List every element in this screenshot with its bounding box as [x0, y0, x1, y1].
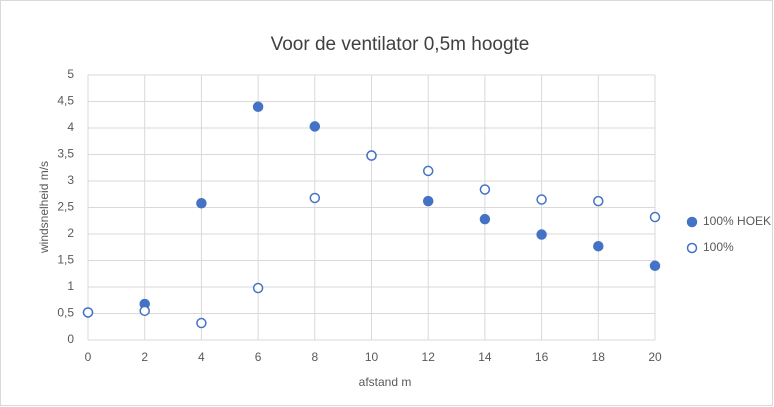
point	[649, 211, 661, 223]
point	[139, 305, 150, 317]
x-tick-label: 0	[85, 350, 92, 364]
point	[309, 121, 321, 132]
chart-title: Voor de ventilator 0,5m hoogte	[271, 34, 530, 55]
y-tick-label: 1	[67, 279, 74, 293]
point	[309, 192, 321, 204]
x-tick-label: 2	[141, 350, 148, 364]
point	[593, 240, 604, 252]
y-tick-label: 0	[67, 332, 74, 346]
y-tick-label: 4,5	[57, 94, 74, 108]
point	[593, 195, 604, 207]
point	[196, 317, 207, 329]
point	[422, 165, 434, 177]
point	[479, 213, 491, 225]
y-tick-label: 1,5	[57, 253, 74, 267]
x-tick-label: 6	[255, 350, 262, 364]
y-tick-label: 4	[67, 120, 74, 134]
x-tick-label: 20	[648, 350, 662, 364]
x-tick-label: 10	[365, 350, 379, 364]
y-tick-label: 5	[67, 67, 74, 81]
point	[366, 150, 377, 161]
y-tick-label: 2	[67, 226, 74, 240]
legend-marker	[686, 216, 698, 228]
x-tick-label: 16	[535, 350, 549, 364]
point	[82, 307, 94, 318]
x-tick-label: 4	[198, 350, 205, 364]
y-tick-label: 2,5	[57, 200, 74, 214]
legend-label: 100% HOEK	[703, 214, 771, 228]
x-tick-label: 14	[478, 350, 492, 364]
x-axis-label: afstand m	[359, 375, 412, 389]
legend-label: 100%	[703, 240, 734, 254]
point	[252, 101, 264, 113]
point	[422, 195, 434, 207]
y-tick-label: 3	[67, 173, 74, 187]
y-tick-label: 3,5	[57, 147, 74, 161]
point	[536, 229, 547, 240]
point	[536, 194, 547, 205]
y-tick-label: 0,5	[57, 306, 74, 320]
x-tick-label: 8	[311, 350, 318, 364]
point	[196, 198, 207, 209]
point	[252, 282, 264, 294]
legend-marker	[686, 242, 698, 254]
point	[649, 260, 661, 272]
x-tick-label: 18	[592, 350, 606, 364]
point	[479, 184, 491, 195]
x-tick-label: 12	[422, 350, 436, 364]
y-axis-label: windsnelheid m/s	[37, 161, 51, 254]
